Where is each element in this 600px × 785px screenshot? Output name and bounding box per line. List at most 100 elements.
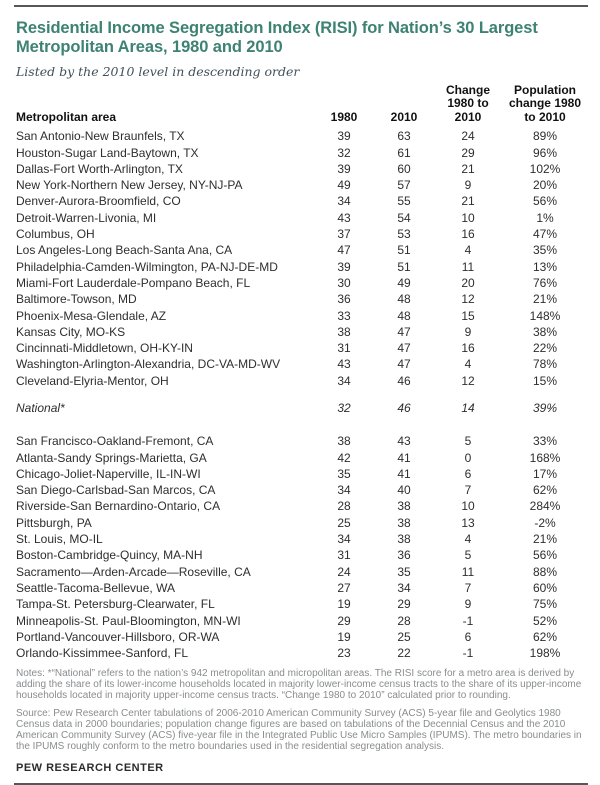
metro-area-cell: Houston-Sugar Land-Baytown, TX [16, 145, 199, 160]
metro-area-cell: Phoenix-Mesa-Glendale, AZ [16, 308, 167, 323]
change-cell: 5 [464, 548, 472, 563]
pop-change-cell: 33% [532, 434, 558, 449]
metro-area-cell: San Diego-Carlsbad-San Marcos, CA [16, 483, 216, 498]
table-body: San Antonio-New Braunfels, TX 39 63 24 8… [14, 128, 588, 661]
value-1980-cell: 34 [337, 194, 351, 209]
value-2010-cell: 54 [397, 210, 411, 225]
value-2010-cell: 63 [397, 129, 411, 144]
metro-area-cell: Minneapolis-St. Paul-Bloomington, MN-WI [16, 613, 241, 628]
value-1980-cell: 32 [337, 145, 351, 160]
value-2010-cell: 60 [397, 161, 411, 176]
change-cell: 10 [461, 499, 475, 514]
metro-area-cell: Pittsburgh, PA [16, 515, 92, 530]
value-1980-cell: 34 [337, 532, 351, 547]
pop-change-cell: 168% [529, 450, 561, 465]
table-row: Houston-Sugar Land-Baytown, TX 32 61 29 … [14, 145, 588, 161]
table-row: Portland-Vancouver-Hillsboro, OR-WA 19 2… [14, 629, 588, 645]
metro-area-cell: Seattle-Tacoma-Bellevue, WA [16, 580, 175, 595]
value-1980-cell: 32 [337, 400, 351, 415]
pop-change-cell: 62% [532, 629, 558, 644]
table-row: St. Louis, MO-IL 34 38 4 21% [14, 531, 588, 547]
top-divider [14, 5, 588, 7]
change-cell: 12 [461, 292, 475, 307]
value-2010-cell: 47 [397, 324, 411, 339]
change-cell: 5 [464, 434, 472, 449]
change-cell: 24 [461, 129, 475, 144]
table-row: New York-Northern New Jersey, NY-NJ-PA 4… [14, 177, 588, 193]
value-1980-cell: 38 [337, 434, 351, 449]
value-2010-cell: 41 [397, 450, 411, 465]
source-text: Source: Pew Research Center tabulations … [16, 708, 582, 753]
value-1980-cell: 38 [337, 324, 351, 339]
metro-area-cell: Philadelphia-Camden-Wilmington, PA-NJ-DE… [16, 259, 278, 274]
change-cell: 9 [464, 178, 472, 193]
table-row: San Diego-Carlsbad-San Marcos, CA 34 40 … [14, 482, 588, 498]
value-1980-cell: 23 [337, 646, 351, 661]
value-1980-cell: 30 [337, 275, 351, 290]
value-2010-cell: 51 [397, 259, 411, 274]
metro-area-cell: San Antonio-New Braunfels, TX [16, 129, 185, 144]
table-row: Tampa-St. Petersburg-Clearwater, FL 19 2… [14, 596, 588, 612]
table-row: Denver-Aurora-Broomfield, CO 34 55 21 56… [14, 193, 588, 209]
table-row: Cleveland-Elyria-Mentor, OH 34 46 12 15% [14, 373, 588, 389]
pop-change-cell: 102% [529, 161, 561, 176]
table-row: Phoenix-Mesa-Glendale, AZ 33 48 15 148% [14, 308, 588, 324]
pop-change-cell: 39% [532, 400, 558, 415]
spacer-row [14, 416, 588, 433]
value-1980-cell: 19 [337, 597, 351, 612]
report-page: Residential Income Segregation Index (RI… [0, 5, 600, 785]
metro-area-cell: National* [16, 400, 65, 415]
change-cell: 14 [461, 400, 475, 415]
table-row: Atlanta-Sandy Springs-Marietta, GA 42 41… [14, 450, 588, 466]
change-cell: 4 [464, 243, 472, 258]
metro-area-cell: San Francisco-Oakland-Fremont, CA [16, 434, 214, 449]
table-row: Dallas-Fort Worth-Arlington, TX 39 60 21… [14, 161, 588, 177]
value-2010-cell: 53 [397, 227, 411, 242]
table-row: Cincinnati-Middletown, OH-KY-IN 31 47 16… [14, 340, 588, 356]
change-cell: 4 [464, 357, 472, 372]
value-1980-cell: 43 [337, 210, 351, 225]
pop-change-cell: 88% [532, 564, 558, 579]
change-cell: 11 [461, 259, 475, 274]
value-2010-cell: 47 [397, 341, 411, 356]
pop-change-cell: 198% [529, 646, 561, 661]
pop-change-cell: 1% [536, 210, 554, 225]
value-2010-cell: 38 [397, 515, 411, 530]
pop-change-cell: 148% [529, 308, 561, 323]
value-1980-cell: 33 [337, 308, 351, 323]
table-header-row: Metropolitan area 1980 2010 Change 1980 … [14, 83, 588, 129]
value-1980-cell: 34 [337, 483, 351, 498]
value-2010-cell: 36 [397, 548, 411, 563]
value-2010-cell: 29 [397, 597, 411, 612]
table-row: Boston-Cambridge-Quincy, MA-NH 31 36 5 5… [14, 547, 588, 563]
metro-area-cell: Cincinnati-Middletown, OH-KY-IN [16, 341, 193, 356]
pop-change-cell: 13% [532, 259, 558, 274]
pop-change-cell: 56% [532, 548, 558, 563]
table-row: San Francisco-Oakland-Fremont, CA 38 43 … [14, 433, 588, 449]
value-1980-cell: 24 [337, 564, 351, 579]
value-2010-cell: 41 [397, 466, 411, 481]
table-row: Orlando-Kissimmee-Sanford, FL 23 22 -1 1… [14, 645, 588, 661]
metro-area-cell: Orlando-Kissimmee-Sanford, FL [16, 646, 189, 661]
value-1980-cell: 31 [337, 341, 351, 356]
change-cell: 10 [461, 210, 475, 225]
table-row: Los Angeles-Long Beach-Santa Ana, CA 47 … [14, 242, 588, 258]
metro-area-cell: Atlanta-Sandy Springs-Marietta, GA [16, 450, 207, 465]
value-1980-cell: 39 [337, 259, 351, 274]
metro-area-cell: New York-Northern New Jersey, NY-NJ-PA [16, 178, 243, 193]
value-2010-cell: 34 [397, 580, 411, 595]
change-cell: 16 [461, 341, 475, 356]
change-cell: 21 [461, 161, 475, 176]
change-cell: 16 [461, 227, 475, 242]
pop-change-cell: 75% [532, 597, 558, 612]
metro-area-cell: Riverside-San Bernardino-Ontario, CA [16, 499, 221, 514]
metro-area-cell: Detroit-Warren-Livonia, MI [16, 210, 157, 225]
value-2010-cell: 46 [397, 373, 411, 388]
change-cell: 7 [464, 483, 472, 498]
value-1980-cell: 37 [337, 227, 351, 242]
value-2010-cell: 28 [397, 613, 411, 628]
value-1980-cell: 42 [337, 450, 351, 465]
pop-change-cell: 56% [532, 194, 558, 209]
pop-change-cell: 76% [532, 275, 558, 290]
page-title: Residential Income Segregation Index (RI… [16, 19, 538, 56]
